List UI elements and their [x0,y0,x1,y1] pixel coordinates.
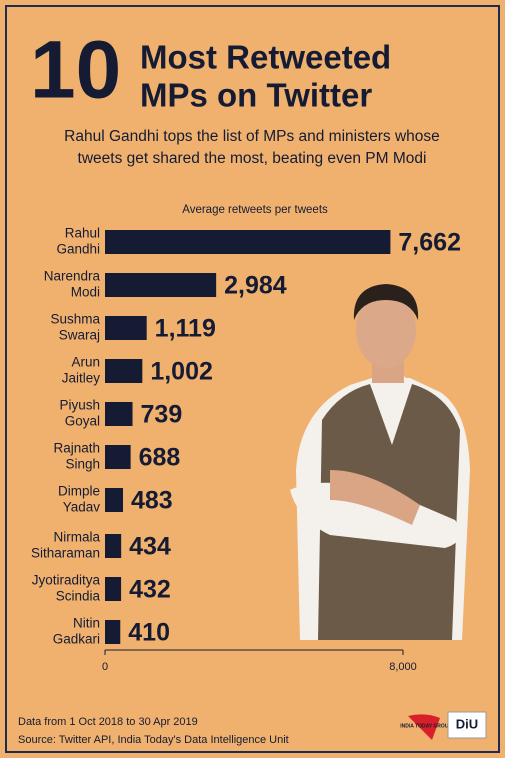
axis-label: Average retweets per tweets [182,204,328,216]
category-label: Gandhi [56,242,100,257]
category-label: Singh [65,457,100,472]
title-number: 10 [30,25,121,116]
portrait [290,284,470,640]
logo: DiU [456,716,478,731]
x-tick-label: 0 [102,661,108,673]
footer: Data from 1 Oct 2018 to 30 Apr 2019 [18,716,198,728]
category-label: Swaraj [59,328,100,343]
logo-shape [408,714,440,740]
value-label: 483 [131,487,173,515]
category-label: Rajnath [53,441,100,456]
value-label: 1,119 [155,315,216,343]
frame [5,5,500,753]
bar [105,620,121,644]
value-label: 1,002 [150,358,213,386]
title: MPs on Twitter [140,77,372,114]
bar [105,359,143,383]
category-label: Modi [71,285,100,300]
logo: INDIA TODAY GROUP [400,723,452,729]
category-label: Jaitley [62,371,101,386]
bar [105,534,122,558]
category-label: Arun [71,355,100,370]
category-label: Nirmala [53,530,100,545]
value-label: 2,984 [224,272,287,300]
bar [105,316,147,340]
value-label: 739 [141,401,183,429]
footer: Source: Twitter API, India Today's Data … [18,734,289,746]
category-label: Rahul [65,226,100,241]
value-label: 432 [129,576,171,604]
bar [105,230,391,254]
bar [105,488,123,512]
x-tick-label: 8,000 [389,661,417,673]
category-label: Jyotiraditya [32,573,101,588]
bar [105,577,122,601]
category-label: Sitharaman [31,546,100,561]
value-label: 434 [129,533,171,561]
category-label: Piyush [59,398,100,413]
subtitle: tweets get shared the most, beating even… [78,150,427,167]
category-label: Dimple [58,484,100,499]
logo-box [447,711,487,739]
bar [105,445,131,469]
category-label: Scindia [56,589,101,604]
category-label: Yadav [63,500,101,515]
value-label: 688 [139,444,181,472]
category-label: Narendra [44,269,101,284]
value-label: 410 [128,619,170,647]
category-label: Gadkari [53,632,100,647]
category-label: Nitin [73,616,100,631]
bar [105,273,217,297]
category-label: Goyal [65,414,100,429]
title: Most Retweeted [140,39,391,76]
bar [105,402,133,426]
subtitle: Rahul Gandhi tops the list of MPs and mi… [64,128,440,145]
value-label: 7,662 [398,229,461,257]
category-label: Sushma [50,312,100,327]
